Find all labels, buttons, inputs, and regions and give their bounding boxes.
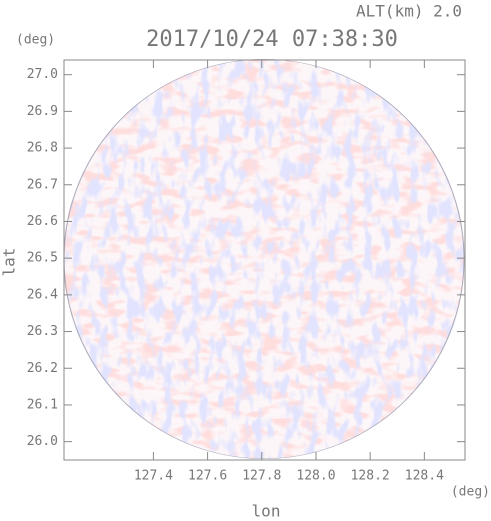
y-tick-label: 26.7 xyxy=(27,177,58,192)
x-tick-label: 127.6 xyxy=(188,469,227,484)
radar-field xyxy=(63,59,465,459)
y-tick-label: 26.2 xyxy=(27,361,58,376)
x-tick-label: 127.4 xyxy=(134,469,173,484)
y-tick-label: 26.1 xyxy=(27,397,58,412)
y-axis-label: lat xyxy=(0,248,19,277)
y-tick-label: 26.4 xyxy=(27,287,58,302)
altitude-label: ALT(km) 2.0 xyxy=(356,2,462,21)
y-tick-label: 26.9 xyxy=(27,104,58,119)
y-tick-label: 26.6 xyxy=(27,214,58,229)
y-tick-label: 26.8 xyxy=(27,141,58,156)
plot-frame xyxy=(63,59,466,461)
x-tick-label: 128.4 xyxy=(405,469,444,484)
y-tick-label: 26.0 xyxy=(27,434,58,449)
chart-title: 2017/10/24 07:38:30 xyxy=(146,27,398,52)
y-unit: (deg) xyxy=(16,33,55,48)
y-tick-label: 26.3 xyxy=(27,324,58,339)
x-unit: (deg) xyxy=(451,485,490,500)
x-tick-label: 128.0 xyxy=(296,469,335,484)
x-axis-label: lon xyxy=(252,502,281,521)
y-tick-label: 27.0 xyxy=(27,67,58,82)
y-tick-label: 26.5 xyxy=(27,251,58,266)
x-tick-label: 127.8 xyxy=(242,469,281,484)
x-tick-label: 128.2 xyxy=(351,469,390,484)
